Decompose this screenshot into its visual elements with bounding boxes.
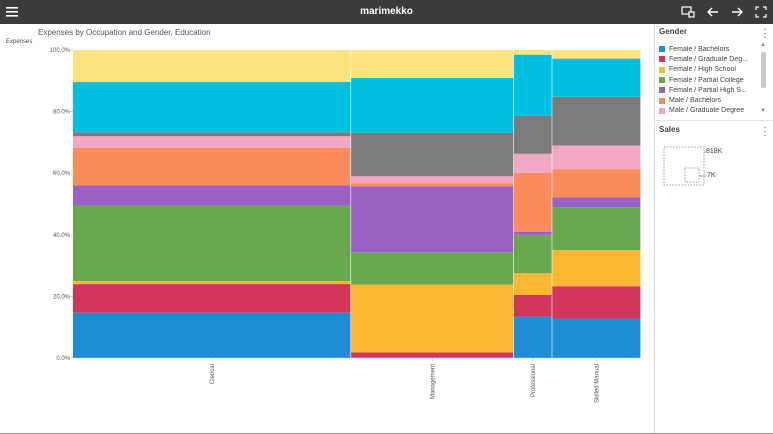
mekko-segment: [513, 273, 552, 295]
chart-title: Expenses by Occupation and Gender, Educa…: [38, 28, 211, 37]
y-tick-label: 20.0%: [53, 294, 71, 300]
legend-list: Female / Bachelors Female / Graduate Deg.…: [659, 44, 759, 116]
legend-label: Male / Bachelors: [669, 97, 722, 105]
legend-swatch: [659, 97, 665, 104]
mekko-segment: [552, 197, 641, 208]
mekko-segment: [552, 318, 641, 358]
legend-item[interactable]: Male / Bachelors: [659, 95, 759, 105]
scroll-up-icon[interactable]: ▲: [760, 42, 766, 48]
legend-swatch: [659, 56, 665, 63]
mekko-segment: [552, 207, 641, 251]
mekko-segment: [513, 50, 552, 55]
legend-swatch: [659, 77, 665, 84]
mekko-segment: [513, 115, 552, 154]
chart-area: Expenses by Occupation and Gender, Educa…: [0, 24, 655, 434]
forward-icon[interactable]: [725, 0, 749, 24]
legend-scrollbar[interactable]: [761, 52, 766, 88]
size-min-label: 7K: [707, 172, 716, 179]
mekko-segment: [552, 250, 641, 287]
mekko-segment: [73, 281, 351, 285]
mekko-segment: [351, 50, 514, 78]
y-tick-label: 0.0%: [56, 356, 70, 362]
mekko-segment: [73, 205, 351, 281]
fullscreen-icon[interactable]: [749, 0, 773, 24]
legend-swatch: [659, 87, 665, 94]
side-panel: Gender · · · Female / Bachelors Female / Gr…: [655, 24, 773, 434]
mekko-segment: [513, 54, 552, 116]
legend-label: Female / Partial College: [669, 76, 744, 84]
size-max-label: 818K: [706, 148, 723, 155]
mekko-segment: [552, 58, 641, 97]
mekko-segment: [351, 252, 514, 285]
legend-item[interactable]: Male / Graduate Degree: [659, 106, 759, 116]
legend-label: Female / High School: [669, 66, 736, 74]
mekko-segment: [73, 132, 351, 137]
y-tick-label: 100.0%: [50, 48, 71, 54]
hamburger-menu-icon[interactable]: [0, 0, 24, 24]
marimekko-chart: 0.0% 20.0% 40.0% 60.0% 80.0% 100.0% Clerical Ma…: [50, 48, 641, 403]
legend-label: Male / Graduate Degree: [669, 107, 745, 115]
mekko-segment: [552, 50, 641, 59]
size-legend-title: Sales: [659, 125, 680, 134]
panel-divider: [655, 120, 773, 121]
app-title: marimekko: [360, 6, 413, 17]
y-axis-title: Expenses: [6, 39, 33, 45]
mekko-segment: [513, 316, 552, 358]
y-tick-label: 60.0%: [53, 171, 71, 177]
legend-swatch: [659, 46, 665, 53]
legend-label: Female / Graduate Deg...: [669, 55, 748, 63]
x-tick-label: Clerical: [210, 364, 216, 384]
legend-more-icon[interactable]: · · ·: [763, 24, 767, 43]
mekko-segment: [351, 176, 514, 184]
mekko-segment: [513, 172, 552, 232]
mekko-segment: [73, 284, 351, 313]
mekko-segment: [73, 185, 351, 206]
scroll-down-icon[interactable]: ▼: [760, 108, 766, 114]
legend-label: Female / Bachelors: [669, 45, 730, 53]
mekko-segment: [73, 312, 351, 358]
mekko-segment: [351, 352, 514, 358]
mekko-segment: [552, 286, 641, 319]
legend-item[interactable]: Female / Partial College: [659, 75, 759, 85]
mekko-segment: [513, 294, 552, 317]
mekko-segment: [73, 136, 351, 148]
legend-swatch: [659, 66, 665, 73]
size-legend: 818K 7K: [663, 144, 723, 188]
mekko-segment: [552, 169, 641, 198]
mekko-segment: [513, 234, 552, 274]
mekko-segment: [351, 284, 514, 353]
legend-item[interactable]: Female / High School: [659, 65, 759, 75]
y-tick-label: 80.0%: [53, 110, 71, 116]
back-icon[interactable]: [701, 0, 725, 24]
legend-swatch: [659, 107, 665, 114]
mekko-segment: [513, 153, 552, 173]
mekko-segment: [513, 231, 552, 235]
mekko-segment: [552, 145, 641, 170]
legend-label: Female / Partial High S...: [669, 86, 747, 94]
mekko-segment: [351, 132, 514, 177]
mekko-segment: [351, 357, 514, 358]
mekko-segment: [73, 82, 351, 133]
size-legend-more-icon[interactable]: · · ·: [763, 122, 767, 141]
mekko-segment: [351, 183, 514, 187]
x-tick-label: Professional: [531, 364, 537, 397]
present-icon[interactable]: [676, 0, 700, 24]
legend-item[interactable]: Female / Partial High S...: [659, 85, 759, 95]
y-tick-label: 40.0%: [53, 233, 71, 239]
mekko-segment: [351, 186, 514, 253]
title-bar: marimekko: [0, 0, 773, 24]
x-tick-label: Management: [430, 364, 436, 399]
legend-item[interactable]: Female / Bachelors: [659, 44, 759, 54]
mekko-segment: [351, 78, 514, 133]
mekko-segment: [73, 50, 351, 83]
legend-item[interactable]: Female / Graduate Deg...: [659, 54, 759, 64]
legend-title: Gender: [659, 27, 688, 36]
mekko-segment: [73, 147, 351, 186]
mekko-segment: [552, 96, 641, 146]
x-tick-label: Skilled Manual: [595, 364, 601, 403]
